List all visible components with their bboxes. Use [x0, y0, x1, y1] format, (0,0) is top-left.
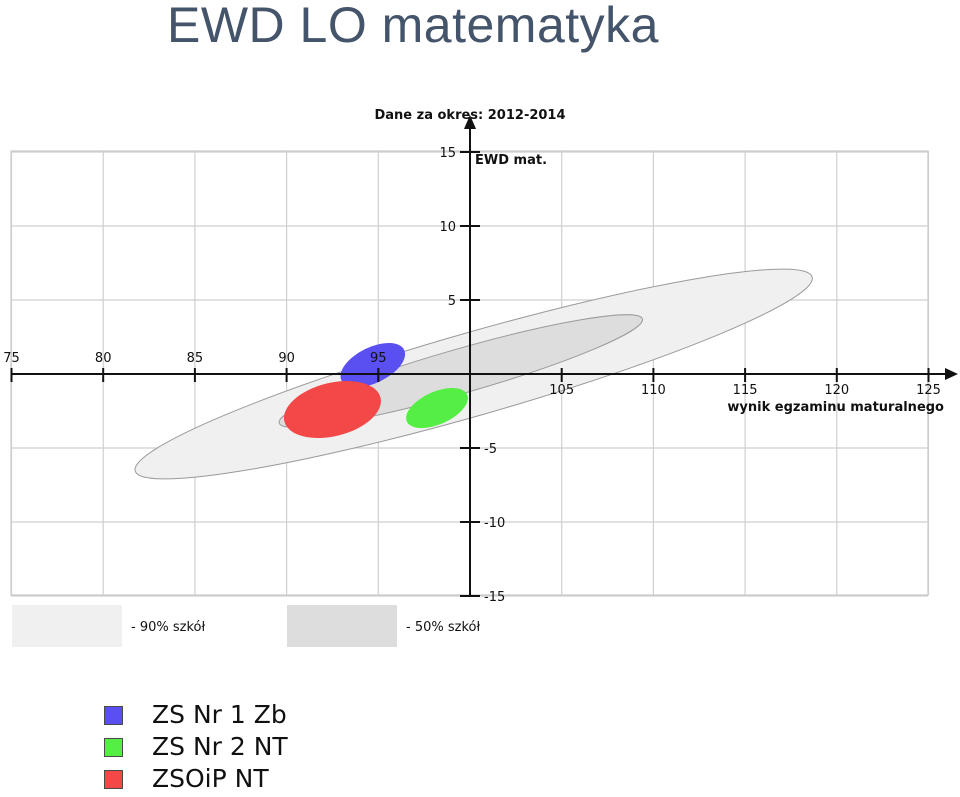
- school-legend: ZS Nr 1 Zb ZS Nr 2 NT ZSOiP NT: [104, 700, 364, 796]
- legend-swatch: [104, 738, 123, 757]
- series-zs-nr2-ellipse: [406, 388, 468, 429]
- school-ellipses: [283, 343, 468, 439]
- legend-label: ZS Nr 1 Zb: [152, 700, 287, 729]
- region-key-90-label: - 90% szkół: [131, 620, 206, 635]
- x-tick-label: 90: [278, 351, 295, 366]
- y-tick-label: 5: [448, 294, 456, 309]
- region-key-50-swatch: [287, 605, 397, 647]
- legend-item: ZSOiP NT: [104, 764, 364, 796]
- x-tick-label: 110: [641, 383, 666, 398]
- y-tick-label: -10: [484, 516, 505, 531]
- legend-item: ZS Nr 2 NT: [104, 732, 364, 764]
- series-zsoip-ellipse: [283, 381, 381, 439]
- x-tick-label: 80: [95, 351, 112, 366]
- legend-label: ZSOiP NT: [152, 764, 269, 793]
- x-axis-label: wynik egzaminu maturalnego: [727, 400, 944, 415]
- x-tick-label: 125: [916, 383, 941, 398]
- y-tick-label: 15: [439, 146, 456, 161]
- x-tick-label: 105: [549, 383, 574, 398]
- legend-item: ZS Nr 1 Zb: [104, 700, 364, 732]
- x-tick-label: 120: [824, 383, 849, 398]
- y-axis-arrow: [464, 115, 476, 129]
- y-axis-label: EWD mat.: [475, 153, 547, 168]
- y-tick-label: -15: [484, 590, 505, 605]
- x-tick-label: 115: [733, 383, 758, 398]
- x-tick-label: 85: [187, 351, 204, 366]
- region-key-50-label: - 50% szkół: [406, 620, 481, 635]
- x-tick-label: 95: [370, 351, 387, 366]
- legend-swatch: [104, 770, 123, 789]
- y-tick-label: 10: [439, 220, 456, 235]
- x-axis-arrow: [945, 368, 958, 380]
- chart-labels: 75 80 85 90 95 105 110 115 120 125 -15 -10 -5 5 10 15 Da…: [3, 108, 944, 605]
- legend-swatch: [104, 706, 123, 725]
- ewd-chart: 75 80 85 90 95 105 110 115 120 125 -15 -10 -5 5 10 15 Da…: [3, 108, 958, 605]
- slide-title: EWD LO matematyka: [167, 0, 659, 53]
- series-zs-nr1-ellipse: [340, 343, 406, 388]
- legend-label: ZS Nr 2 NT: [152, 732, 288, 761]
- chart-title: Dane za okres: 2012-2014: [374, 108, 565, 123]
- y-tick-label: -5: [484, 442, 497, 457]
- x-tick-label: 75: [3, 351, 20, 366]
- axes: [10, 115, 958, 597]
- region-key-90-swatch: [12, 605, 122, 647]
